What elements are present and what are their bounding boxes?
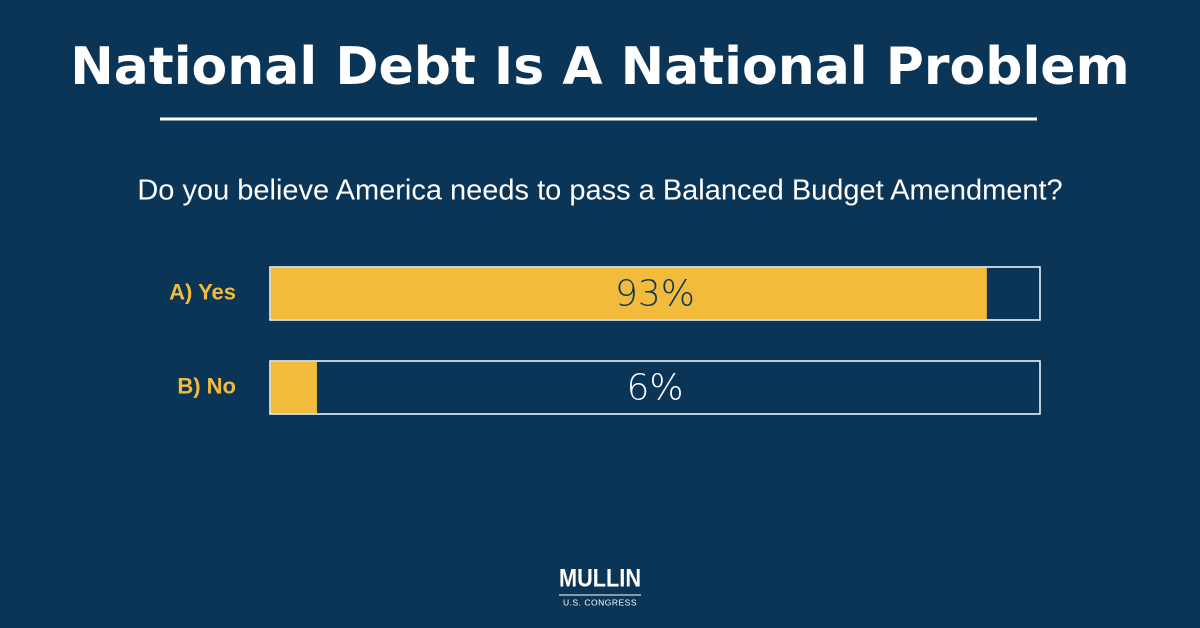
bar-track xyxy=(269,360,1041,415)
value-label: 6% xyxy=(626,368,683,409)
category-label: A) Yes xyxy=(169,279,236,304)
bar xyxy=(270,361,317,414)
category-label: B) No xyxy=(177,373,236,398)
bar xyxy=(270,267,987,320)
value-label: 93% xyxy=(615,274,695,315)
logo-name: MULLIN xyxy=(559,565,641,593)
chart-subtitle: Do you believe America needs to pass a B… xyxy=(137,175,1062,207)
logo-tagline: U.S. CONGRESS xyxy=(563,597,637,607)
chart-title: National Debt Is A National Problem xyxy=(70,37,1129,97)
